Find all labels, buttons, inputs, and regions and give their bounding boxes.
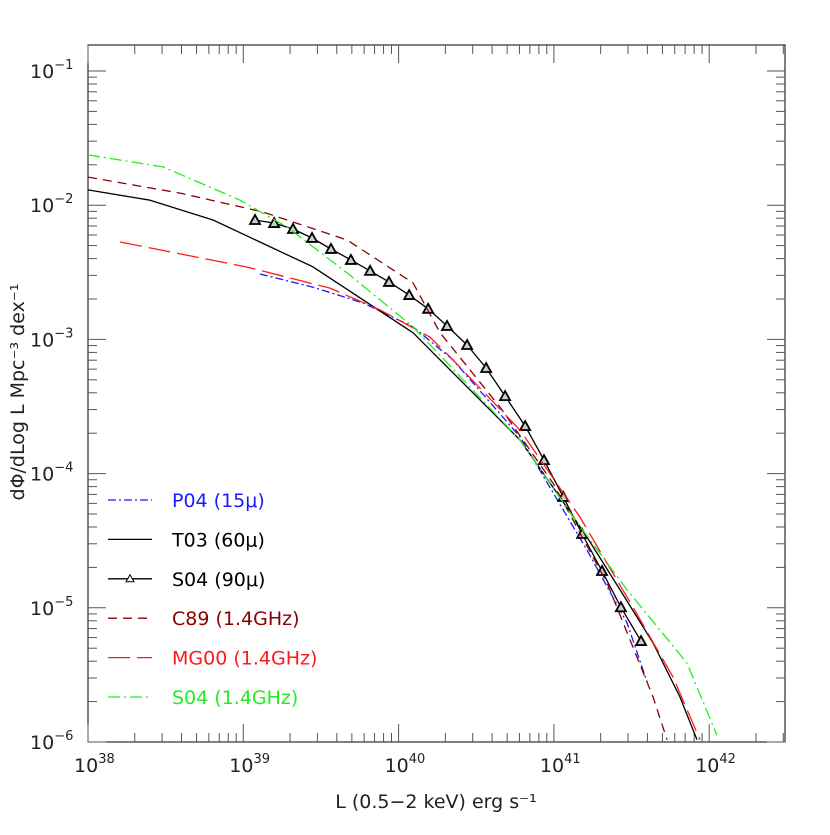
y-tick-label: 10−1 (30, 58, 73, 83)
x-tick-label: 1042 (695, 752, 736, 777)
y-tick-label: 10−3 (30, 326, 73, 351)
legend-marker (125, 573, 135, 583)
series-curves (88, 154, 718, 740)
legend-label: T03 (60μ) (171, 529, 265, 551)
series-line-p04-0 (259, 273, 648, 683)
data-point-marker (382, 275, 396, 287)
y-axis-label: dΦ/dLog L Mpc⁻³ dex⁻¹ (7, 284, 29, 501)
data-point-marker (305, 231, 319, 243)
data-point-marker (286, 222, 300, 234)
legend-label: P04 (15μ) (172, 490, 265, 512)
data-point-marker (498, 389, 512, 402)
legend: P04 (15μ) T03 (60μ) S04 (90μ) C89 (1.4GHz) M… (108, 490, 317, 709)
data-point-marker (595, 564, 609, 576)
data-point-marker (614, 600, 628, 613)
y-tick-label: 10−4 (30, 461, 73, 486)
series-line-mg00-4 (119, 241, 701, 740)
series-line-t03-1 (88, 189, 698, 740)
data-point-marker (363, 264, 377, 276)
legend-label: S04 (1.4GHz) (172, 687, 298, 709)
legend-label: S04 (90μ) (172, 569, 265, 591)
x-tick-label: 1041 (540, 752, 581, 777)
data-point-marker (267, 216, 281, 228)
plot-frame (87, 44, 786, 743)
y-tick-label: 10−2 (30, 192, 73, 217)
x-tick-label: 1039 (229, 752, 270, 777)
series-line-c89-3 (88, 176, 668, 740)
data-point-marker (402, 288, 416, 300)
data-point-marker (344, 253, 358, 265)
data-point-marker (440, 319, 454, 331)
y-tick-label: 10−5 (30, 595, 73, 620)
data-point-marker (479, 361, 493, 373)
series-line-s04-5 (88, 154, 718, 736)
x-tick-label: 1040 (385, 752, 426, 777)
data-point-marker (634, 634, 648, 646)
legend-label: C89 (1.4GHz) (172, 608, 300, 630)
x-axis-label: L (0.5−2 keV) erg s⁻¹ (335, 791, 537, 813)
data-point-marker (537, 453, 551, 466)
series-line-s04-2 (254, 219, 642, 642)
axis-ticks: 1038 1039 1040 1041 1042 10−1 10−2 10−3 10−4 10−5… (30, 45, 785, 777)
x-tick-label: 1038 (74, 752, 115, 777)
data-point-marker (460, 338, 474, 350)
data-point-marker (518, 419, 532, 431)
data-point-marker (248, 213, 262, 225)
data-point-marker (421, 301, 435, 314)
legend-label: MG00 (1.4GHz) (172, 648, 317, 670)
y-tick-label: 10−6 (30, 729, 73, 754)
data-point-marker (324, 242, 338, 254)
